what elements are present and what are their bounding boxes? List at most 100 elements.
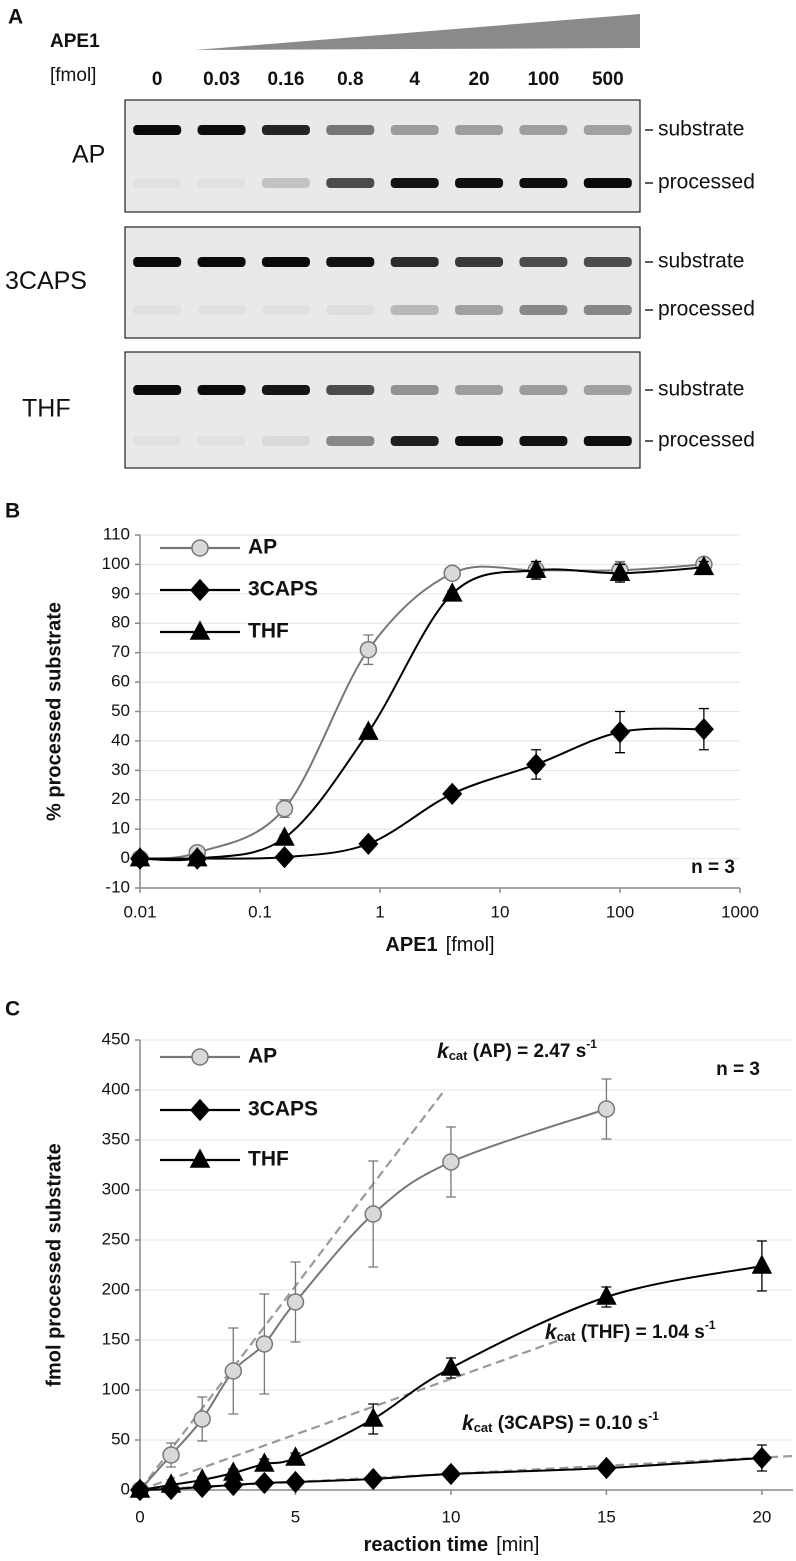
- marker: [189, 1098, 211, 1122]
- y-axis-label: fmol processed substrate: [43, 1143, 65, 1386]
- processed-band: [390, 436, 439, 446]
- processed-band: [519, 178, 568, 188]
- substrate-band: [583, 385, 632, 395]
- lane-label: 4: [409, 69, 420, 90]
- k-subscript: cat: [474, 1420, 493, 1435]
- fit-annotation: kcat (3CAPS) = 0.10 s-1: [462, 1409, 659, 1435]
- processed-band: [583, 178, 632, 188]
- y-tick-label: 200: [102, 1279, 130, 1298]
- lane-label: 0: [152, 69, 163, 90]
- fit-text: (THF) = 1.04 s: [575, 1322, 704, 1343]
- row-label: AP: [72, 141, 105, 169]
- y-axis-label: % processed substrate: [43, 602, 65, 821]
- processed-band: [133, 436, 181, 446]
- y-tick-label: 150: [102, 1329, 130, 1348]
- substrate-band: [197, 125, 246, 135]
- substrate-band: [133, 257, 182, 267]
- legend-label: THF: [248, 1148, 289, 1171]
- marker: [442, 582, 463, 602]
- marker: [191, 1048, 209, 1066]
- marker: [751, 1254, 773, 1274]
- fit-line: [139, 1338, 561, 1492]
- y-tick-label: 70: [111, 642, 130, 661]
- processed-band: [326, 305, 375, 315]
- marker: [189, 578, 211, 602]
- fit-superscript: -1: [648, 1409, 659, 1423]
- enzyme-label: APE1: [50, 31, 100, 52]
- y-tick-label: 80: [111, 613, 130, 632]
- x-axis-title: reaction time: [364, 1534, 488, 1556]
- substrate-band: [519, 257, 568, 267]
- marker: [129, 846, 151, 867]
- x-tick-label: 1000: [721, 902, 759, 921]
- marker: [440, 1356, 462, 1376]
- y-tick-label: 50: [111, 1429, 130, 1448]
- processed-band: [519, 305, 568, 315]
- marker: [362, 1407, 384, 1427]
- k-symbol: k: [545, 1321, 558, 1344]
- processed-band: [198, 305, 246, 315]
- lane-label: 20: [468, 69, 489, 90]
- x-tick-label: 100: [606, 902, 634, 921]
- k-symbol: k: [437, 1040, 450, 1063]
- substrate-band: [197, 385, 246, 395]
- marker: [596, 1456, 617, 1480]
- marker: [751, 1446, 772, 1470]
- marker: [358, 832, 379, 855]
- marker: [191, 1468, 213, 1488]
- substrate-band: [519, 385, 568, 395]
- legend-label: AP: [248, 1045, 277, 1068]
- gel-image: [124, 226, 641, 339]
- fit-annotation: kcat (AP) = 2.47 s-1: [437, 1037, 597, 1063]
- band-label: processed: [658, 171, 755, 194]
- series-line: [139, 563, 704, 860]
- processed-band: [455, 178, 504, 188]
- substrate-band: [455, 385, 504, 395]
- processed-band: [261, 436, 310, 446]
- substrate-band: [583, 257, 632, 267]
- processed-band: [198, 436, 246, 446]
- processed-band: [262, 305, 310, 315]
- processed-band: [390, 305, 439, 315]
- k-symbol: k: [462, 1412, 475, 1435]
- marker: [364, 1205, 382, 1223]
- substrate-band: [197, 257, 246, 267]
- marker: [274, 845, 295, 869]
- legend-label: AP: [248, 536, 277, 559]
- processed-band: [583, 305, 632, 315]
- marker: [442, 782, 463, 805]
- gel-image: [124, 351, 641, 469]
- x-tick-label: 20: [752, 1507, 771, 1526]
- band-label: substrate: [658, 250, 744, 273]
- marker: [187, 846, 208, 867]
- y-tick-label: 450: [102, 1029, 130, 1048]
- marker: [609, 561, 631, 581]
- y-tick-label: 0: [121, 848, 130, 867]
- marker: [363, 1467, 384, 1491]
- x-tick-label: 1: [375, 902, 384, 921]
- k-subscript: cat: [449, 1048, 468, 1063]
- substrate-band: [261, 257, 310, 267]
- marker: [224, 1362, 243, 1380]
- processed-band: [133, 305, 181, 315]
- band-label: processed: [658, 429, 755, 452]
- marker: [285, 1470, 306, 1494]
- band-label: processed: [658, 298, 755, 321]
- x-tick-label: 5: [291, 1507, 300, 1526]
- k-subscript: cat: [557, 1329, 576, 1344]
- marker: [160, 1473, 182, 1493]
- processed-band: [455, 305, 504, 315]
- fit-superscript: -1: [586, 1037, 597, 1051]
- legend-label: THF: [248, 620, 289, 643]
- marker: [359, 640, 378, 659]
- y-tick-label: 400: [102, 1079, 130, 1098]
- x-axis-unit: [fmol]: [446, 934, 495, 956]
- substrate-band: [519, 125, 568, 135]
- panel-label: B: [5, 500, 20, 523]
- marker: [189, 620, 211, 640]
- y-tick-label: 50: [111, 701, 130, 720]
- x-tick-label: 10: [491, 902, 510, 921]
- y-tick-label: 20: [111, 789, 130, 808]
- marker: [443, 564, 461, 582]
- substrate-band: [390, 385, 439, 395]
